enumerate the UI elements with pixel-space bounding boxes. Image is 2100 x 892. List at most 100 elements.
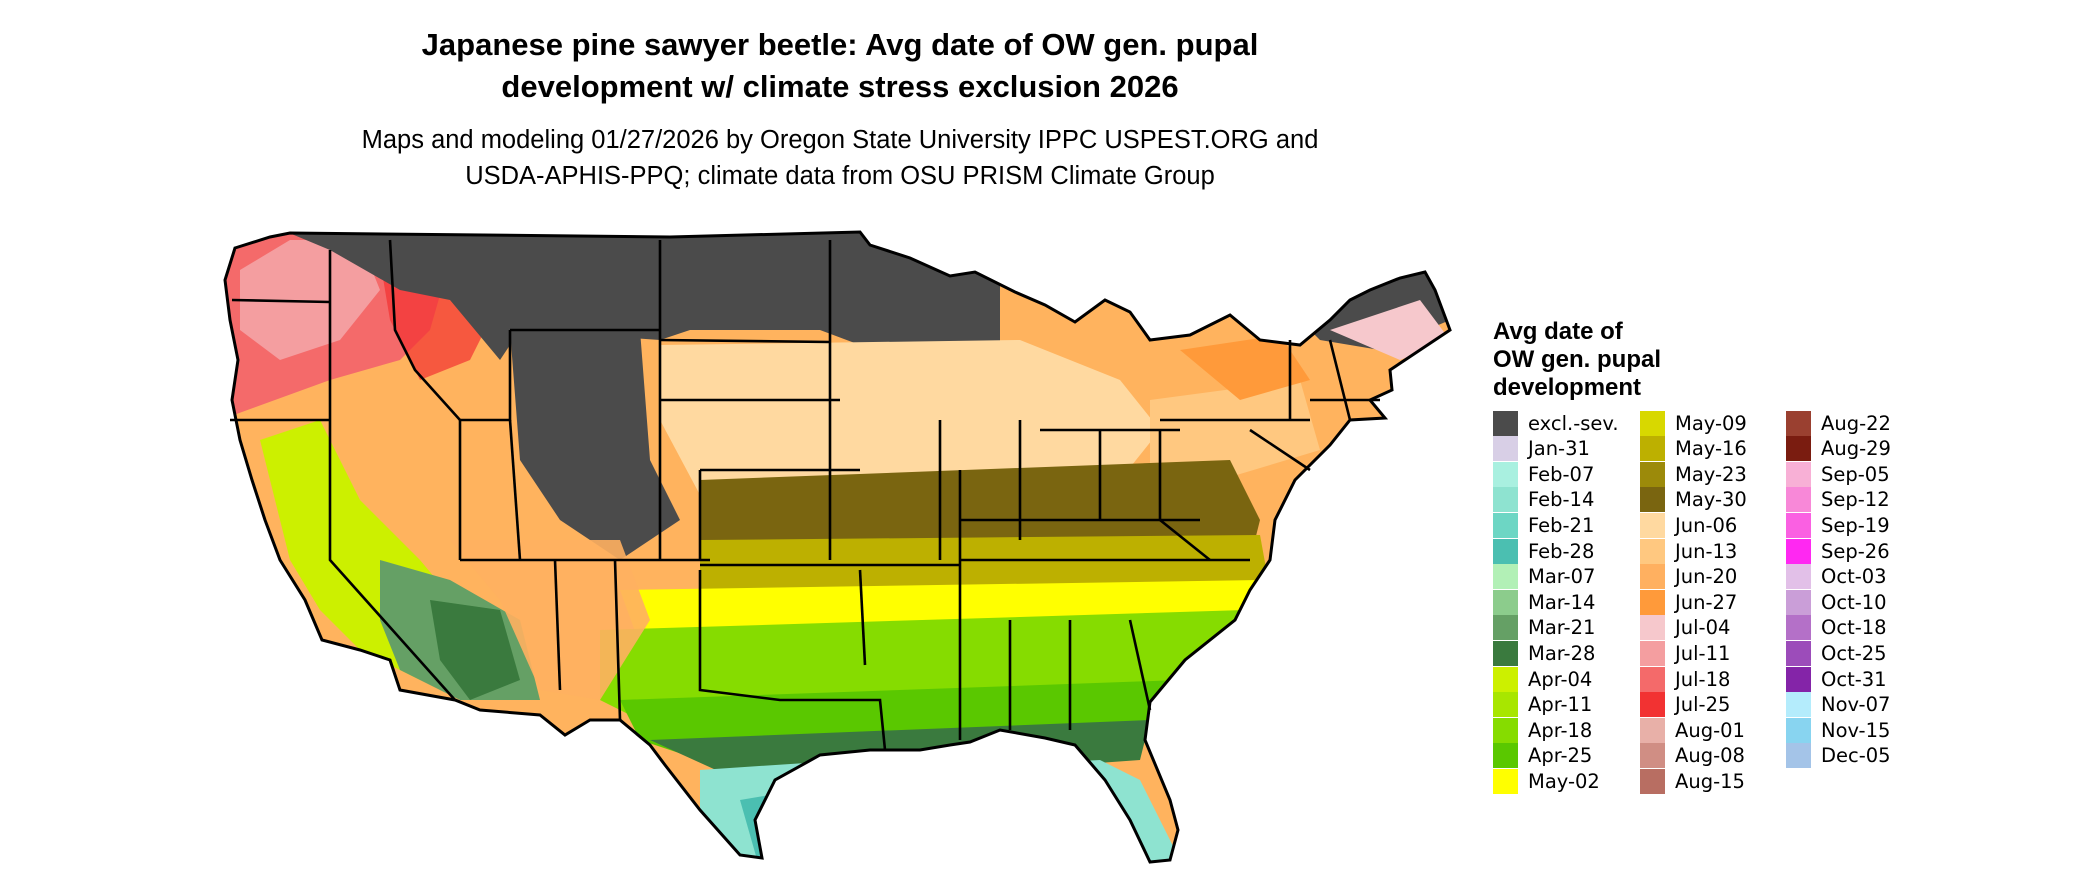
legend-item: Jun-20	[1640, 564, 1737, 590]
legend-label: Apr-25	[1528, 744, 1593, 768]
legend-swatch	[1786, 538, 1811, 564]
legend-item: Jul-11	[1640, 640, 1730, 666]
legend-item: Sep-19	[1786, 512, 1890, 538]
legend-label: Oct-10	[1821, 590, 1887, 614]
legend-label: Jan-31	[1528, 437, 1590, 461]
legend-item: Feb-28	[1493, 538, 1594, 564]
legend-swatch	[1493, 512, 1518, 538]
legend-item: Apr-25	[1493, 743, 1592, 769]
legend-swatch	[1786, 589, 1811, 615]
legend-label: May-02	[1528, 769, 1600, 793]
legend-label: Apr-18	[1528, 718, 1593, 742]
legend-label: May-09	[1675, 411, 1747, 435]
map-title: Japanese pine sawyer beetle: Avg date of…	[260, 24, 1420, 108]
legend-label: Sep-26	[1821, 539, 1890, 563]
legend-swatch	[1640, 461, 1665, 487]
legend-swatch	[1640, 692, 1665, 718]
legend-swatch	[1493, 461, 1518, 487]
legend-item: May-09	[1640, 410, 1747, 436]
legend-item: May-30	[1640, 487, 1747, 513]
legend-swatch	[1640, 436, 1665, 462]
legend-label: Aug-22	[1821, 411, 1891, 435]
legend-swatch	[1640, 538, 1665, 564]
legend-swatch	[1786, 436, 1811, 462]
legend-item: Jan-31	[1493, 436, 1590, 462]
map-subtitle: Maps and modeling 01/27/2026 by Oregon S…	[240, 122, 1440, 194]
legend-swatch	[1493, 436, 1518, 462]
legend-swatch	[1640, 615, 1665, 641]
legend-swatch	[1640, 717, 1665, 743]
legend-swatch	[1640, 589, 1665, 615]
legend-item: Jul-25	[1640, 692, 1730, 718]
legend-item: Aug-29	[1786, 436, 1891, 462]
legend-item: Apr-04	[1493, 666, 1592, 692]
legend-label: Jun-13	[1675, 539, 1738, 563]
legend-label: Nov-07	[1821, 693, 1891, 717]
legend-swatch	[1493, 615, 1518, 641]
legend-swatch	[1493, 692, 1518, 718]
legend-swatch	[1786, 743, 1811, 769]
legend-item: May-16	[1640, 436, 1747, 462]
legend-swatch	[1493, 564, 1518, 590]
legend-swatch	[1640, 640, 1665, 666]
legend-label: Jun-20	[1675, 565, 1738, 589]
legend-label: Jul-18	[1675, 667, 1731, 691]
legend-label: Sep-19	[1821, 513, 1890, 537]
legend-label: Mar-14	[1528, 590, 1596, 614]
legend-item: Oct-18	[1786, 615, 1887, 641]
legend-label: Nov-15	[1821, 718, 1891, 742]
legend-item: Feb-14	[1493, 487, 1594, 513]
legend-item: Apr-11	[1493, 692, 1592, 718]
legend-label: Jul-11	[1675, 641, 1731, 665]
title-line-2: development w/ climate stress exclusion …	[501, 69, 1179, 104]
legend-label: Apr-04	[1528, 667, 1593, 691]
legend-swatch	[1786, 512, 1811, 538]
legend-swatch	[1640, 512, 1665, 538]
legend-label: Feb-07	[1528, 462, 1595, 486]
legend-swatch	[1786, 615, 1811, 641]
legend-item: Jun-06	[1640, 512, 1737, 538]
legend-swatch	[1493, 589, 1518, 615]
legend-item: May-23	[1640, 461, 1747, 487]
legend-item: Jun-13	[1640, 538, 1737, 564]
legend-item: Oct-31	[1786, 666, 1887, 692]
legend-item: Dec-05	[1786, 743, 1891, 769]
legend-label: Oct-31	[1821, 667, 1887, 691]
legend-swatch	[1640, 410, 1665, 436]
legend-item: Feb-07	[1493, 461, 1594, 487]
legend-swatch	[1786, 461, 1811, 487]
legend-label: Jun-06	[1675, 513, 1738, 537]
legend-item: Sep-26	[1786, 538, 1890, 564]
legend-item: Sep-12	[1786, 487, 1890, 513]
subtitle-line-2: USDA-APHIS-PPQ; climate data from OSU PR…	[465, 162, 1215, 190]
legend-swatch	[1493, 538, 1518, 564]
legend-label: Sep-05	[1821, 462, 1890, 486]
legend-swatch	[1640, 666, 1665, 692]
legend-label: May-16	[1675, 437, 1747, 461]
legend-item: Mar-07	[1493, 564, 1595, 590]
legend-swatch	[1786, 487, 1811, 513]
legend-swatch	[1493, 487, 1518, 513]
legend-swatch	[1493, 743, 1518, 769]
legend-swatch	[1493, 410, 1518, 436]
legend-swatch	[1786, 717, 1811, 743]
legend-label: Mar-28	[1528, 641, 1596, 665]
legend-swatch	[1786, 564, 1811, 590]
legend-swatch	[1493, 640, 1518, 666]
legend-item: Nov-07	[1786, 692, 1890, 718]
legend-item: Aug-22	[1786, 410, 1891, 436]
legend-label: May-30	[1675, 488, 1747, 512]
legend-label: Aug-08	[1675, 744, 1745, 768]
legend-label: Feb-28	[1528, 539, 1595, 563]
legend-label: Jul-04	[1675, 616, 1731, 640]
legend-item: Nov-15	[1786, 717, 1890, 743]
legend-swatch	[1640, 743, 1665, 769]
legend-item: Apr-18	[1493, 717, 1592, 743]
legend-label: Aug-15	[1675, 769, 1745, 793]
legend-label: Dec-05	[1821, 744, 1891, 768]
legend-label: Oct-03	[1821, 565, 1887, 589]
legend-item: Feb-21	[1493, 512, 1594, 538]
model-raster	[225, 232, 1450, 862]
legend-swatch	[1786, 410, 1811, 436]
